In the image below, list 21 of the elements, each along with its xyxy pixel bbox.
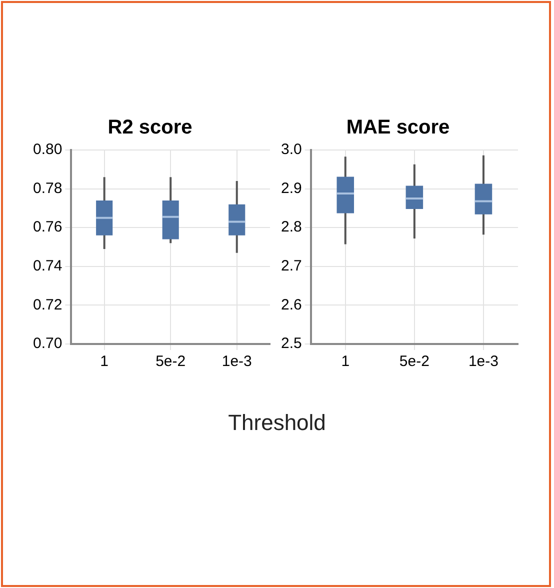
y-tick-label: 2.6 xyxy=(280,296,302,314)
y-tick-label: 2.5 xyxy=(280,335,302,352)
x-tick-label: 1e-3 xyxy=(468,353,498,370)
y-tick-label: 0.78 xyxy=(32,180,62,197)
y-tick-label: 0.70 xyxy=(32,335,62,352)
y-tick-label: 2.9 xyxy=(280,180,302,197)
y-tick-label: 0.76 xyxy=(32,218,62,236)
y-tick-label: 2.7 xyxy=(280,258,302,275)
chart-title: MAE score xyxy=(346,116,450,139)
x-axis-title: Threshold xyxy=(227,410,327,436)
y-tick-label: 0.72 xyxy=(32,296,62,314)
y-tick-label: 0.80 xyxy=(32,141,62,158)
x-tick-label: 1 xyxy=(341,353,350,370)
y-tick-label: 0.74 xyxy=(32,258,62,275)
y-tick-label: 3.0 xyxy=(280,141,302,158)
x-tick-label: 5e-2 xyxy=(399,353,430,370)
x-tick-label: 1e-3 xyxy=(222,353,252,370)
chart-title: R2 score xyxy=(108,116,192,139)
x-tick-label: 1 xyxy=(100,353,108,370)
x-tick-label: 5e-2 xyxy=(156,353,186,370)
y-tick-label: 2.8 xyxy=(280,218,302,236)
